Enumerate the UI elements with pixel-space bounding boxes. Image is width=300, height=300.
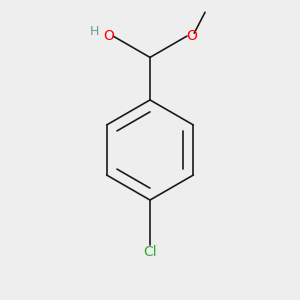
- Text: H: H: [89, 25, 99, 38]
- Text: Cl: Cl: [143, 244, 157, 259]
- Text: O: O: [103, 29, 114, 43]
- Text: O: O: [186, 29, 197, 43]
